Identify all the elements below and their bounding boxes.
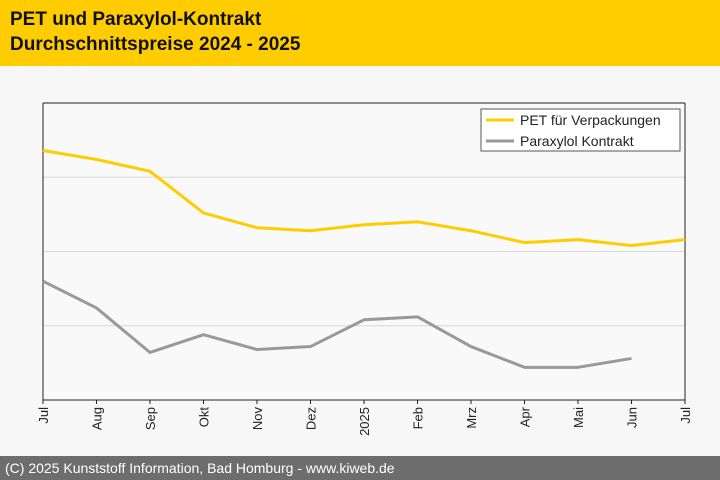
x-tick-label-12: Jul	[678, 407, 693, 424]
series-line-pet	[42, 149, 686, 248]
legend-label-paraxylol: Paraxylol Kontrakt	[520, 133, 634, 149]
footer-bar: (C) 2025 Kunststoff Information, Bad Hom…	[0, 456, 720, 480]
legend-box	[480, 108, 681, 152]
x-tick-label-3: Okt	[197, 407, 212, 428]
x-tick-label-7: Feb	[411, 407, 426, 429]
series-line-paraxylol	[42, 279, 632, 369]
x-tick-label-5: Dez	[304, 407, 319, 430]
header-banner: PET und Paraxylol-Kontrakt Durchschnitts…	[0, 0, 720, 66]
x-tick-label-10: Mai	[571, 407, 586, 428]
x-tick-label-11: Jun	[625, 407, 640, 428]
x-axis-ticks: Jul Aug Sep Okt Nov Dez 2025 Feb Mrz Apr Mai Jun Jul	[36, 400, 693, 436]
chart-title-line1: PET und Paraxylol-Kontrakt	[10, 9, 262, 30]
x-tick-label-4: Nov	[250, 407, 265, 431]
x-tick-label-6: 2025	[357, 407, 372, 436]
series-lines	[42, 149, 686, 369]
line-chart: Jul Aug Sep Okt Nov Dez 2025 Feb Mrz Apr Mai Jun Jul…	[0, 66, 720, 456]
legend-label-pet: PET für Verpackungen	[520, 112, 661, 128]
x-tick-label-1: Aug	[90, 407, 105, 430]
x-tick-label-8: Mrz	[464, 407, 479, 429]
x-tick-label-0: Jul	[36, 407, 51, 424]
chart-title-line2: Durchschnittspreise 2024 - 2025	[10, 34, 301, 55]
x-tick-label-2: Sep	[143, 407, 158, 430]
legend: PET für Verpackungen Paraxylol Kontrakt	[480, 108, 681, 152]
grid-lines	[43, 176, 685, 327]
copyright-link-text[interactable]: (C) 2025 Kunststoff Information, Bad Hom…	[5, 460, 395, 476]
x-tick-label-9: Apr	[518, 406, 533, 427]
